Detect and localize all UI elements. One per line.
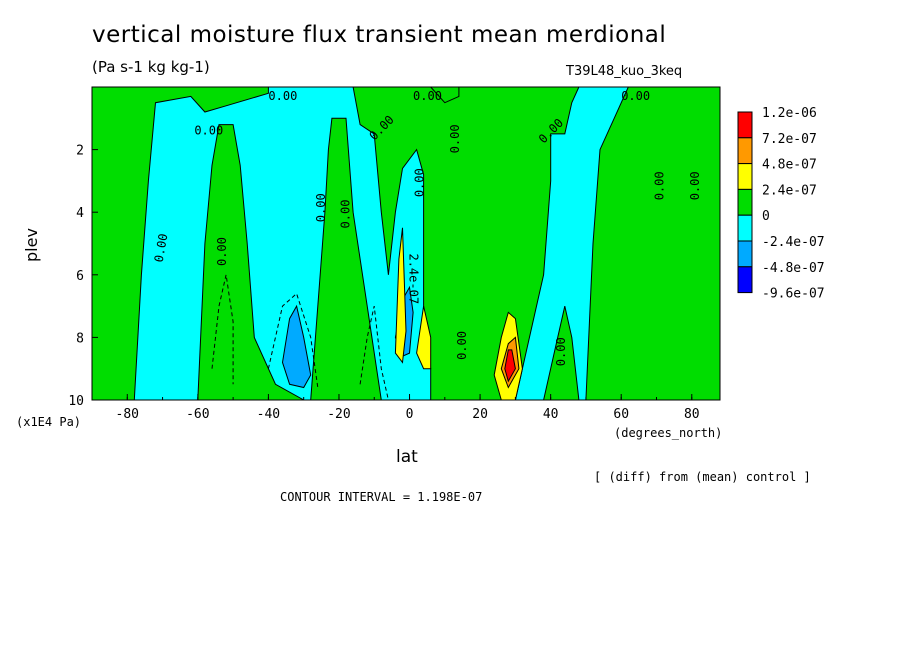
contour-label-8: 0.00 [448, 124, 462, 153]
negative-contour-2 [359, 305, 389, 401]
plot-frame [91, 86, 721, 401]
legend-swatch-0 [737, 111, 753, 139]
legend-label-2: 4.8e-07 [762, 158, 817, 173]
negative-contour-1 [267, 292, 319, 388]
legend-swatch-1 [737, 137, 753, 165]
negative-contour-0 [211, 274, 234, 385]
x-tick-label-5: 20 [472, 407, 488, 422]
contour-label-7: 0.00 [413, 168, 427, 197]
contour-label-13: 0.00 [554, 337, 568, 366]
chart-title: vertical moisture flux transient mean me… [92, 22, 667, 48]
contour-region-7-0 [281, 304, 312, 389]
legend-swatch-6 [737, 266, 753, 294]
legend-swatch-2 [737, 163, 753, 190]
contour-label-0: 0.00 [194, 124, 223, 138]
contour-label-10: 0.00 [653, 171, 667, 200]
contour-region-9-0 [394, 227, 407, 364]
diff-note: [ (diff) from (mean) control ] [594, 470, 811, 484]
y-tick-label-2: 6 [76, 269, 84, 284]
contour-label-6: 0.00 [268, 89, 297, 103]
x-tick-label-6: 40 [543, 407, 559, 422]
run-label: T39L48_kuo_3keq [566, 64, 683, 79]
contour-label-4: 0.00 [339, 200, 353, 229]
legend-label-6: -4.8e-07 [762, 261, 825, 276]
y-tick-label-1: 4 [76, 206, 84, 221]
x-tick-label-0: -80 [116, 407, 139, 422]
legend-label-4: 0 [762, 209, 770, 224]
contour-region-1-0 [197, 124, 306, 401]
legend-swatch-5 [737, 240, 753, 268]
x-axis-unit: (degrees_north) [614, 426, 723, 440]
legend-label-3: 2.4e-07 [762, 183, 817, 198]
y-axis-unit: (x1E4 Pa) [16, 415, 82, 429]
contour-label-12: 0.00 [455, 331, 469, 360]
legend-label-5: -2.4e-07 [762, 235, 825, 250]
contour-label-2: 0.00 [215, 237, 229, 266]
x-tick-label-4: 0 [406, 407, 414, 422]
y-tick-label-3: 8 [76, 331, 84, 346]
x-tick-label-8: 80 [684, 407, 700, 422]
contour-region-10-0 [416, 305, 432, 370]
contour-region-13-0 [504, 349, 516, 383]
contour-label-14: 0.00 [621, 89, 650, 103]
x-tick-label-7: 60 [613, 407, 629, 422]
legend-swatch-4 [737, 214, 753, 242]
x-axis-label: lat [396, 447, 418, 467]
contour-label-1: 0.00 [152, 233, 171, 264]
contour-label-3: 0.00 [314, 193, 328, 222]
contour-label-15: 0.00 [413, 89, 442, 103]
contour-label-11: 0.00 [688, 171, 702, 200]
legend-swatch-3 [737, 188, 753, 216]
chart-subtitle: (Pa s-1 kg kg-1) [92, 58, 210, 76]
contour-interval: CONTOUR INTERVAL = 1.198E-07 [280, 490, 483, 504]
contour-region-2-0 [310, 117, 382, 401]
legend-label-1: 7.2e-07 [762, 132, 817, 147]
contour-label-16: 2.4e-07 [407, 254, 421, 305]
legend-label-7: -9.6e-07 [762, 287, 825, 302]
y-tick-label-4: 10 [68, 394, 84, 409]
legend-label-0: 1.2e-06 [762, 106, 817, 121]
x-tick-label-1: -60 [186, 407, 209, 422]
x-tick-label-3: -20 [327, 407, 350, 422]
y-tick-label-0: 2 [76, 144, 84, 159]
x-tick-label-2: -40 [257, 407, 280, 422]
